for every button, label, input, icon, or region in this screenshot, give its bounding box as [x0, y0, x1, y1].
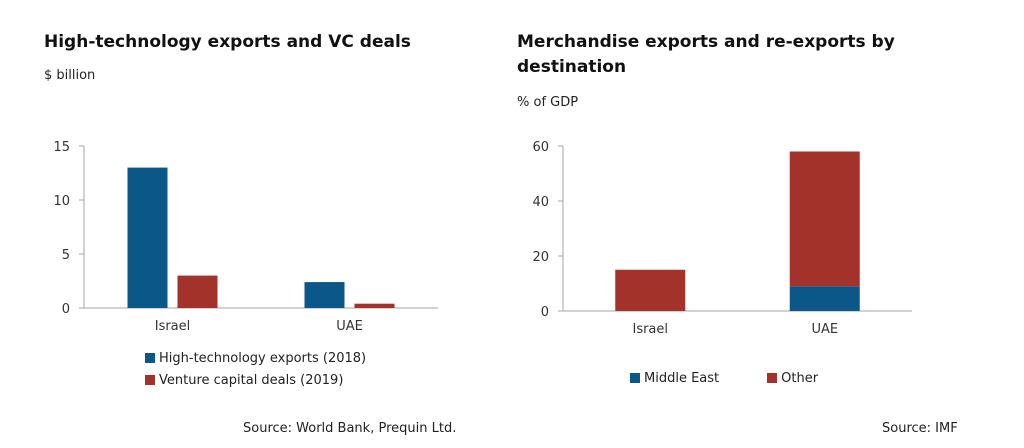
chart1-y-tick-label: 10	[53, 194, 70, 209]
chart1-title: High-technology exports and VC deals	[44, 32, 411, 52]
chart1-y-tick-label: 0	[62, 302, 70, 317]
chart1-source: Source: World Bank, Prequin Ltd.	[243, 421, 457, 436]
chart2-bar	[615, 269, 686, 311]
chart2-y-tick-label: 40	[532, 195, 549, 210]
chart1-x-tick-label: Israel	[155, 319, 191, 334]
legend-swatch-hightech	[145, 353, 155, 363]
chart2-plot: 0 20 40 60 Israel UAE	[532, 140, 912, 337]
chart2-bar	[789, 286, 860, 311]
chart1-plot: 0 5 10 15 Israel UAE	[53, 140, 438, 334]
chart2-y-tick-label: 0	[541, 305, 549, 320]
legend-label-middle-east: Middle East	[644, 370, 720, 386]
chart1-legend-item-hightech: High-technology exports (2018)	[145, 347, 366, 369]
chart1-x-tick-label: UAE	[336, 319, 363, 334]
chart1-bar	[354, 303, 395, 308]
legend-label-vc: Venture capital deals (2019)	[159, 372, 344, 388]
chart1-bar	[177, 275, 218, 308]
chart2-title-line2: destination	[517, 57, 627, 77]
legend-label-hightech: High-technology exports (2018)	[159, 350, 367, 366]
chart1-bar	[127, 167, 168, 308]
chart2-x-tick-label: Israel	[632, 322, 668, 337]
chart2-legend-item-middle-east: Middle East	[630, 367, 719, 389]
chart1-legend: High-technology exports (2018) Venture c…	[145, 347, 366, 391]
chart2-title-line1: Merchandise exports and re-exports by	[517, 32, 895, 52]
chart2-legend: Middle East Other	[630, 367, 818, 389]
chart1-legend-item-vc: Venture capital deals (2019)	[145, 369, 366, 391]
chart1-unit: $ billion	[44, 68, 96, 83]
legend-label-other: Other	[781, 370, 819, 386]
chart2-y-tick-label: 60	[532, 140, 549, 155]
chart2-source: Source: IMF	[882, 421, 958, 436]
chart2-unit: % of GDP	[517, 95, 579, 110]
chart1-y-tick-label: 5	[62, 248, 70, 263]
chart2-bar	[789, 151, 860, 287]
chart1-bar	[304, 282, 345, 308]
chart2-legend-item-other: Other	[767, 367, 818, 389]
chart2-y-tick-label: 20	[532, 250, 549, 265]
legend-swatch-other	[767, 373, 778, 383]
chart2-x-tick-label: UAE	[811, 322, 838, 337]
legend-swatch-vc	[145, 375, 155, 385]
chart1-y-tick-label: 15	[53, 140, 70, 155]
legend-swatch-middle-east	[630, 373, 640, 383]
